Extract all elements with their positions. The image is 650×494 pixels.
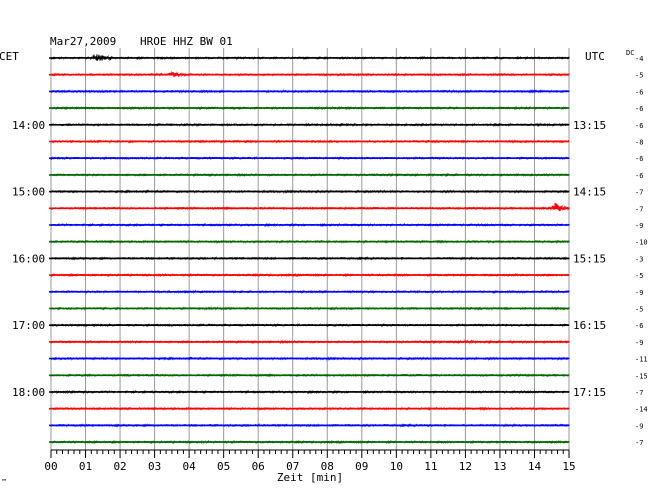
dc-offset-label: -14 <box>635 406 648 414</box>
x-tick-label: 13 <box>493 460 506 473</box>
dc-label: DC <box>626 49 634 57</box>
x-tick-label: 03 <box>148 460 161 473</box>
dc-offset-label: -7 <box>635 189 643 197</box>
dc-offset-label: -9 <box>635 289 643 297</box>
left-hour-label: 14:00 <box>12 119 45 132</box>
dc-offset-label: -6 <box>635 155 643 163</box>
dc-offset-label: -11 <box>635 356 648 364</box>
dc-offset-label: -4 <box>635 55 643 63</box>
left-hour-label: 15:00 <box>12 186 45 199</box>
dc-offset-label: -5 <box>635 272 643 280</box>
dc-offset-label: -7 <box>635 205 643 213</box>
left-hour-label: 18:00 <box>12 386 45 399</box>
dc-offset-label: -6 <box>635 322 643 330</box>
dc-offset-label: -5 <box>635 72 643 80</box>
dc-offset-label: -6 <box>635 122 643 130</box>
x-tick-label: 14 <box>528 460 542 473</box>
grid <box>50 48 570 450</box>
traces <box>49 54 570 445</box>
x-tick-label: 07 <box>286 460 299 473</box>
dc-offset-label: -15 <box>635 372 648 380</box>
dc-offset-label: -9 <box>635 339 643 347</box>
x-tick-label: 09 <box>355 460 368 473</box>
right-hour-label: 16:15 <box>573 319 606 332</box>
x-tick-label: 01 <box>79 460 92 473</box>
x-tick-label: 11 <box>424 460 437 473</box>
x-tick-label: 10 <box>390 460 403 473</box>
row-labels: 14:00 15:00 16:00 17:00 18:00 13:15 14:15 15:15… <box>12 55 648 447</box>
footer-mark: ™ <box>2 478 6 486</box>
dc-offset-label: -9 <box>635 422 643 430</box>
x-tick-label: 02 <box>113 460 126 473</box>
dc-offset-label: -3 <box>635 255 643 263</box>
right-timezone-label: UTC <box>585 50 605 63</box>
right-hour-label: 13:15 <box>573 119 606 132</box>
dc-offset-label: -7 <box>635 389 643 397</box>
left-timezone-label: CET <box>0 50 19 63</box>
x-tick-label: 06 <box>252 460 265 473</box>
x-tick-label: 12 <box>459 460 472 473</box>
x-tick-label: 05 <box>217 460 230 473</box>
left-hour-label: 17:00 <box>12 319 45 332</box>
dc-offset-label: -8 <box>635 139 643 147</box>
station-label: HROE HHZ BW 01 <box>140 35 233 48</box>
dc-offset-label: -6 <box>635 88 643 96</box>
x-tick-label: 04 <box>183 460 197 473</box>
left-hour-label: 16:00 <box>12 252 45 265</box>
dc-offset-label: -9 <box>635 222 643 230</box>
x-axis-label: Zeit [min] <box>277 471 343 484</box>
x-tick-label: 00 <box>44 460 57 473</box>
right-hour-label: 17:15 <box>573 386 606 399</box>
trace-row <box>50 202 570 212</box>
dc-offset-label: -6 <box>635 105 643 113</box>
dc-offset-label: -5 <box>635 306 643 314</box>
dc-offset-label: -7 <box>635 439 643 447</box>
x-axis: 00 01 02 03 04 05 06 07 08 09 10 11 12 13 14 15 <box>44 449 576 473</box>
date-label: Mar27,2009 <box>50 35 116 48</box>
right-hour-label: 14:15 <box>573 186 606 199</box>
dc-offset-label: -6 <box>635 172 643 180</box>
x-tick-label: 08 <box>321 460 334 473</box>
x-tick-label: 15 <box>562 460 575 473</box>
dc-offset-label: -10 <box>635 239 648 247</box>
right-hour-label: 15:15 <box>573 252 606 265</box>
